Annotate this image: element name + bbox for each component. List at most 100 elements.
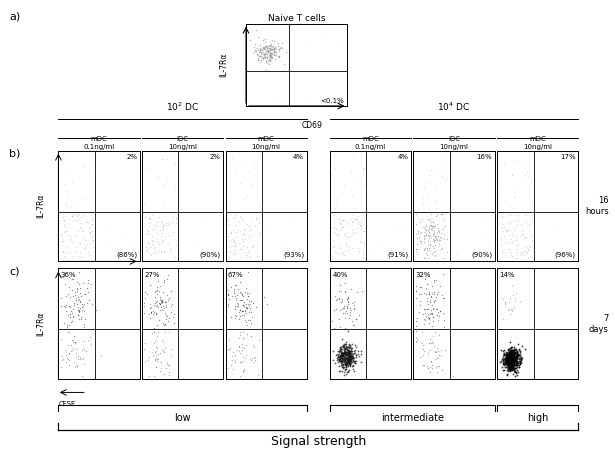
Point bbox=[230, 358, 240, 366]
Point bbox=[503, 360, 513, 368]
Point bbox=[512, 351, 522, 359]
Point bbox=[330, 306, 339, 313]
Point bbox=[424, 290, 434, 298]
Point bbox=[347, 348, 357, 355]
Point bbox=[269, 38, 279, 45]
Point bbox=[238, 329, 248, 336]
Point bbox=[339, 251, 349, 259]
Point bbox=[338, 350, 347, 357]
Point bbox=[336, 359, 346, 366]
Point bbox=[432, 345, 442, 352]
Point bbox=[502, 354, 512, 361]
Text: IL-7Rα: IL-7Rα bbox=[36, 312, 45, 336]
Point bbox=[502, 358, 512, 365]
Point bbox=[60, 303, 69, 310]
Point bbox=[525, 243, 534, 251]
Point bbox=[504, 365, 514, 373]
Point bbox=[349, 211, 359, 219]
Point bbox=[416, 290, 426, 297]
Point bbox=[514, 351, 523, 358]
Point bbox=[242, 220, 252, 228]
Point bbox=[339, 304, 349, 312]
Point bbox=[234, 343, 244, 350]
Point bbox=[249, 242, 259, 249]
Point bbox=[78, 226, 88, 234]
Point bbox=[424, 314, 434, 322]
Point bbox=[223, 346, 233, 353]
Point bbox=[420, 275, 430, 282]
Point bbox=[505, 248, 515, 255]
Point bbox=[73, 355, 83, 362]
Point bbox=[246, 298, 256, 305]
Point bbox=[62, 308, 71, 315]
Point bbox=[345, 352, 355, 359]
Point bbox=[339, 352, 349, 359]
Point bbox=[159, 325, 169, 333]
Point bbox=[343, 362, 353, 370]
Point bbox=[507, 347, 517, 355]
Point bbox=[253, 57, 263, 64]
Point bbox=[61, 292, 71, 299]
Point bbox=[87, 227, 97, 235]
Point bbox=[431, 232, 441, 240]
Point bbox=[160, 344, 170, 351]
Point bbox=[269, 51, 279, 59]
Point bbox=[224, 346, 234, 354]
Point bbox=[161, 301, 171, 309]
Point bbox=[511, 364, 521, 372]
Point bbox=[339, 302, 349, 309]
Point bbox=[507, 308, 517, 315]
Point bbox=[430, 276, 440, 284]
Point bbox=[505, 352, 515, 359]
Point bbox=[79, 337, 89, 344]
Point bbox=[149, 372, 159, 380]
Point bbox=[520, 345, 530, 353]
Point bbox=[426, 218, 436, 226]
Point bbox=[345, 361, 355, 368]
Point bbox=[351, 315, 361, 323]
Point bbox=[512, 355, 522, 363]
Point bbox=[507, 354, 517, 362]
Title: iDC
10ng/ml: iDC 10ng/ml bbox=[168, 136, 197, 150]
Point bbox=[149, 339, 159, 347]
Point bbox=[424, 228, 434, 236]
Point bbox=[231, 233, 240, 241]
Point bbox=[422, 305, 432, 313]
Point bbox=[340, 359, 350, 366]
Point bbox=[242, 331, 252, 338]
Point bbox=[344, 360, 354, 368]
Point bbox=[428, 223, 438, 230]
Point bbox=[506, 350, 515, 358]
Point bbox=[165, 361, 175, 369]
Point bbox=[237, 237, 247, 245]
Point bbox=[87, 234, 97, 241]
Point bbox=[262, 59, 272, 67]
Point bbox=[515, 359, 525, 367]
Point bbox=[509, 356, 519, 364]
Point bbox=[338, 250, 348, 258]
Text: 16%: 16% bbox=[477, 154, 492, 160]
Point bbox=[344, 344, 354, 351]
Point bbox=[496, 235, 506, 243]
Point bbox=[429, 244, 439, 252]
Point bbox=[223, 302, 233, 309]
Point bbox=[346, 344, 355, 351]
Point bbox=[506, 365, 515, 373]
Point bbox=[347, 349, 357, 357]
Point bbox=[330, 249, 340, 256]
Point bbox=[507, 238, 517, 245]
Point bbox=[355, 237, 365, 244]
Point bbox=[80, 316, 90, 323]
Point bbox=[65, 349, 74, 357]
Point bbox=[509, 364, 518, 372]
Point bbox=[420, 316, 430, 323]
Point bbox=[430, 233, 440, 240]
Point bbox=[241, 304, 251, 311]
Point bbox=[510, 372, 520, 380]
Point bbox=[82, 219, 92, 226]
Point bbox=[241, 304, 251, 312]
Point bbox=[425, 215, 435, 223]
Point bbox=[426, 293, 436, 301]
Point bbox=[86, 340, 96, 348]
Point bbox=[333, 250, 343, 257]
